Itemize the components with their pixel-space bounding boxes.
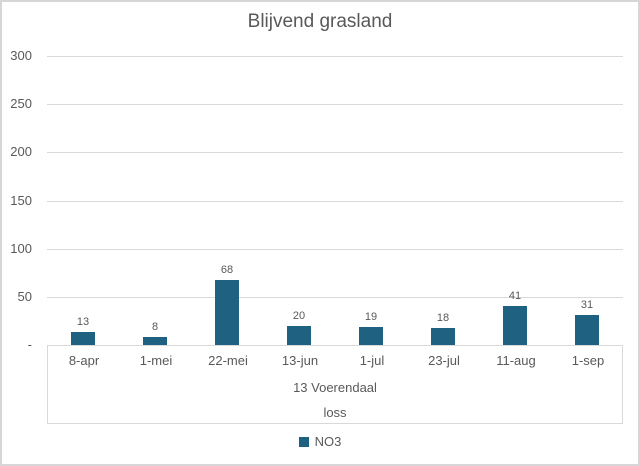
bar-1-mei (143, 337, 167, 345)
bar-8-apr (71, 332, 95, 345)
bar-value-label: 18 (436, 311, 450, 324)
gridline (47, 104, 623, 106)
y-axis-tick-label: 200 (10, 144, 32, 160)
legend: NO3 (0, 434, 640, 449)
axis-title-line1: 13 Voerendaal (293, 380, 377, 395)
bar-value-label: 19 (364, 310, 378, 323)
x-axis-category-label: 13-jun (281, 353, 319, 368)
x-axis-category-label: 23-jul (428, 353, 460, 368)
x-axis-category-label: 11-aug (496, 353, 536, 368)
plot-area: 13 8 68 20 19 18 41 31 (47, 56, 623, 345)
gridline (47, 200, 623, 202)
x-axis-category-label: 1-jul (359, 353, 385, 368)
bar-13-jun (287, 325, 311, 345)
bar-value-label: 8 (151, 321, 159, 334)
gridline (47, 296, 623, 298)
axis-title-line2: loss (323, 405, 347, 420)
bar-value-label: 31 (580, 299, 594, 312)
bar-22-mei (215, 279, 239, 345)
legend-color-swatch (298, 436, 309, 447)
bar-1-jul (359, 326, 383, 345)
x-axis-category-label: 1-sep (571, 353, 605, 368)
chart-title: Blijvend grasland (247, 11, 393, 32)
bar-value-label: 41 (508, 289, 522, 302)
bar-value-label: 68 (220, 263, 234, 276)
x-axis-category-label: 1-mei (139, 353, 173, 368)
x-axis-category-label: 8-apr (68, 353, 100, 368)
y-axis-tick-label: 150 (10, 192, 32, 208)
y-axis-tick-label: 100 (10, 240, 32, 256)
gridline (47, 248, 623, 250)
y-axis-tick-label: 250 (10, 96, 32, 112)
gridline (47, 152, 623, 154)
legend-label: NO3 (314, 434, 342, 449)
y-axis-tick-label: 300 (10, 48, 32, 63)
bar-value-label: 13 (76, 316, 90, 329)
gridline (47, 56, 623, 57)
x-axis-category-label: 22-mei (208, 353, 248, 368)
bar-11-aug (503, 305, 527, 345)
x-axis-label-box: 8-apr 1-mei 22-mei 13-jun 1-jul 23-jul 11-aug 1… (47, 345, 623, 424)
bar-value-label: 20 (292, 309, 306, 322)
y-axis-tick-label: 50 (17, 288, 32, 304)
y-axis-tick-label: - (27, 337, 32, 352)
bar-23-jul (431, 327, 455, 345)
bar-1-sep (575, 315, 599, 345)
